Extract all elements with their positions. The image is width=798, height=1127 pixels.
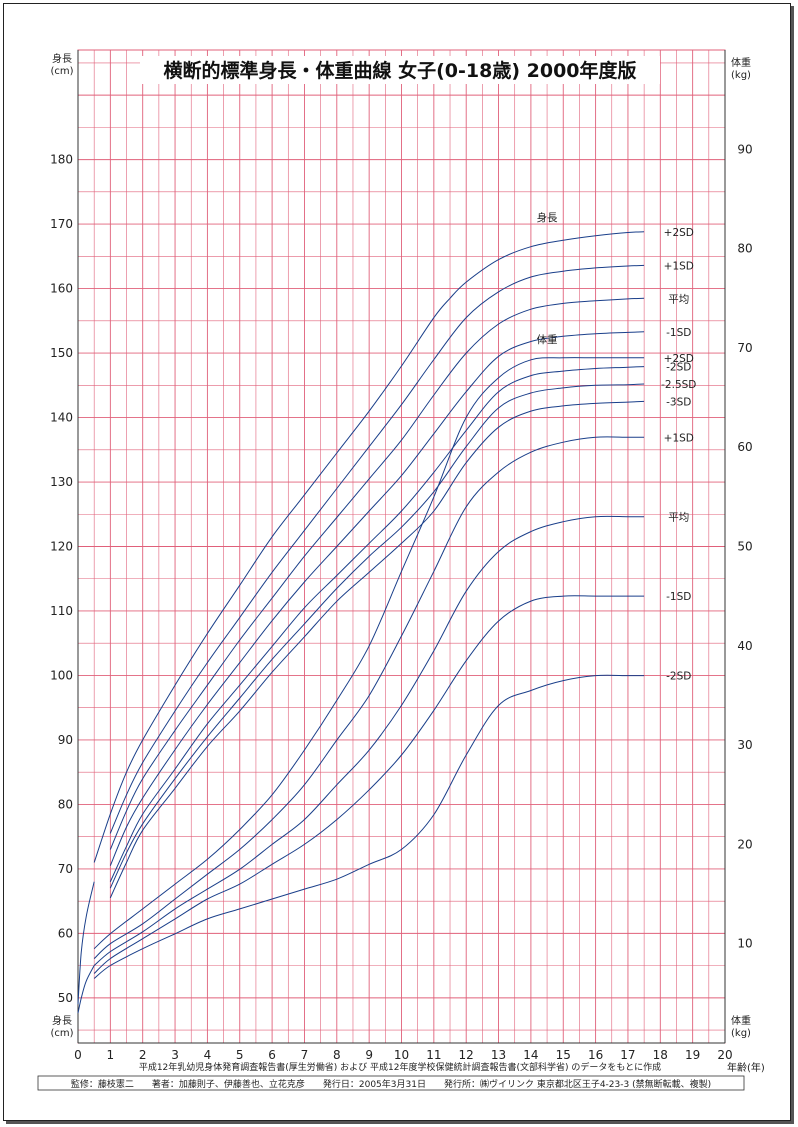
- x-tick-label: 16: [588, 1048, 603, 1062]
- weight-curve: [93, 357, 645, 950]
- y-left-tick-label: 60: [58, 926, 73, 940]
- height-curve: [109, 366, 645, 883]
- chart-title: 横断的標準身長・体重曲線 女子(0-18歳) 2000年度版: [163, 59, 636, 82]
- x-tick-label: 1: [107, 1048, 115, 1062]
- x-tick-label: 8: [333, 1048, 341, 1062]
- weight-group-label: 体重: [537, 333, 558, 346]
- weight-curve: [93, 595, 645, 974]
- height-curve-label: -3SD: [666, 396, 691, 408]
- height-group-label: 身長: [537, 211, 558, 224]
- height-curve: [109, 297, 645, 850]
- x-tick-label: 19: [685, 1048, 700, 1062]
- weight-curve-label: +1SD: [664, 432, 694, 444]
- x-tick-label: 7: [301, 1048, 309, 1062]
- y-left-tick-label: 90: [58, 733, 73, 747]
- y-left-tick-label: 130: [50, 475, 73, 489]
- svg-text:身長: 身長: [52, 1014, 72, 1027]
- y-right-tick-label: 20: [737, 837, 752, 851]
- x-tick-label: 20: [717, 1048, 732, 1062]
- height-curve: [109, 400, 645, 899]
- x-tick-label: 13: [491, 1048, 506, 1062]
- x-tick-label: 14: [523, 1048, 538, 1062]
- y-right-tick-label: 10: [737, 937, 752, 951]
- y-right-tick-label: 90: [737, 142, 752, 156]
- y-left-tick-label: 110: [50, 604, 73, 618]
- y-left-label-bottom: 身長(cm): [50, 1014, 73, 1039]
- weight-curve-label: -1SD: [666, 591, 691, 603]
- y-right-tick-label: 60: [737, 440, 752, 454]
- curves: [77, 231, 645, 1014]
- weight-curve: [93, 515, 645, 966]
- weight-curve-label: 平均: [668, 512, 689, 524]
- height-curve: [109, 264, 645, 834]
- y-left-label-top: 身長(cm): [50, 52, 73, 77]
- y-left-tick-label: 50: [58, 991, 73, 1005]
- svg-text:(cm): (cm): [50, 1028, 73, 1039]
- x-tick-label: 0: [74, 1048, 82, 1062]
- x-tick-label: 15: [556, 1048, 571, 1062]
- source-note: 平成12年乳幼児身体発育調査報告書(厚生労働省) および 平成12年度学校保健統…: [139, 1061, 661, 1073]
- y-right-tick-label: 50: [737, 540, 752, 554]
- y-left-tick-label: 150: [50, 346, 73, 360]
- y-left-tick-label: 170: [50, 217, 73, 231]
- y-left-tick-label: 160: [50, 282, 73, 296]
- svg-text:(cm): (cm): [50, 66, 73, 77]
- y-right-tick-label: 70: [737, 341, 752, 355]
- y-right-tick-label: 80: [737, 242, 752, 256]
- height-curve-label: -2SD: [666, 362, 691, 374]
- y-right-label-top: 体重(kg): [731, 56, 751, 81]
- height-curve-label: 平均: [668, 293, 689, 305]
- y-left-tick-label: 100: [50, 668, 73, 682]
- sheet-frame: [3, 3, 791, 1121]
- svg-text:身長: 身長: [52, 52, 72, 65]
- weight-curve-label: +2SD: [664, 353, 694, 365]
- height-curve-label: +1SD: [664, 260, 694, 272]
- labels: 横断的標準身長・体重曲線 女子(0-18歳) 2000年度版5060708090…: [37, 52, 765, 1091]
- height-curve: [109, 383, 645, 889]
- x-tick-label: 12: [459, 1048, 474, 1062]
- x-tick-label: 4: [204, 1048, 212, 1062]
- height-curve-label: -1SD: [666, 327, 691, 339]
- y-right-tick-label: 40: [737, 639, 752, 653]
- title-backdrop: [140, 56, 660, 84]
- svg-text:体重: 体重: [731, 56, 751, 69]
- height-curve: [109, 331, 645, 866]
- grid: [77, 49, 726, 1044]
- x-tick-label: 9: [365, 1048, 373, 1062]
- svg-text:体重: 体重: [731, 1014, 751, 1027]
- x-tick-label: 18: [653, 1048, 668, 1062]
- y-left-tick-label: 140: [50, 411, 73, 425]
- height-curve: [93, 231, 645, 863]
- weight-curve: [93, 674, 645, 979]
- height-curve-label: +2SD: [664, 227, 694, 239]
- height-newborn-curve: [77, 881, 95, 1005]
- y-left-tick-label: 80: [58, 797, 73, 811]
- weight-curve-label: -2SD: [666, 671, 691, 683]
- x-tick-label: 11: [426, 1048, 441, 1062]
- x-tick-label: 3: [171, 1048, 179, 1062]
- y-left-tick-label: 120: [50, 540, 73, 554]
- svg-text:(kg): (kg): [731, 70, 751, 81]
- x-tick-label: 5: [236, 1048, 244, 1062]
- height-curve-label: -2.5SD: [661, 379, 696, 391]
- x-tick-label: 6: [268, 1048, 276, 1062]
- credits-box: [37, 1075, 745, 1091]
- x-tick-label: 17: [620, 1048, 635, 1062]
- weight-newborn-curve: [77, 965, 95, 1014]
- y-left-tick-label: 70: [58, 862, 73, 876]
- weight-curve: [93, 436, 645, 959]
- y-right-tick-label: 30: [737, 738, 752, 752]
- x-axis-label: 年齢(年): [727, 1061, 765, 1074]
- x-tick-label: 10: [394, 1048, 409, 1062]
- svg-text:(kg): (kg): [731, 1028, 751, 1039]
- y-right-label-bottom: 体重(kg): [731, 1014, 751, 1039]
- credits-text: 監修：藤枝憲二 著者：加藤則子、伊藤善也、立花克彦 発行日：2005年3月31日…: [71, 1078, 711, 1090]
- x-tick-label: 2: [139, 1048, 147, 1062]
- y-left-tick-label: 180: [50, 153, 73, 167]
